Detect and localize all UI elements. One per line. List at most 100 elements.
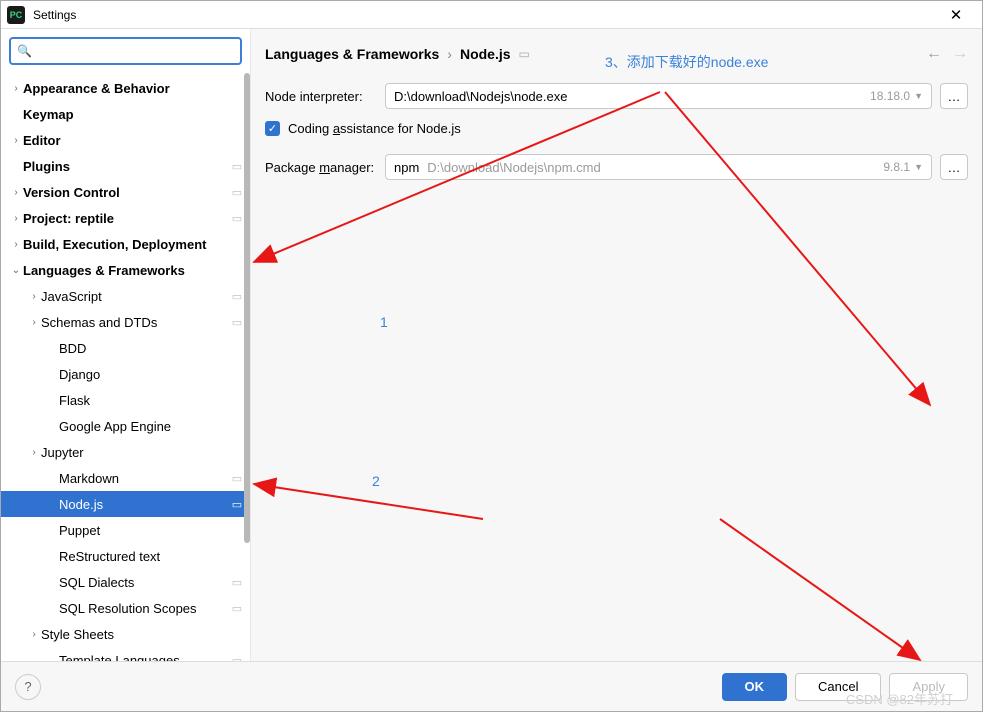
tree-item-label: Django bbox=[59, 367, 230, 382]
interpreter-field[interactable]: D:\download\Nodejs\node.exe 18.18.0 ▼ bbox=[385, 83, 932, 109]
tree-item-label: JavaScript bbox=[41, 289, 230, 304]
tree-item[interactable]: ›Jupyter bbox=[1, 439, 250, 465]
project-scope-icon: ▭ bbox=[230, 602, 244, 615]
footer: ? OK Cancel Apply bbox=[1, 661, 982, 711]
chevron-right-icon: › bbox=[27, 317, 41, 328]
chevron-down-icon[interactable]: ▼ bbox=[914, 162, 923, 172]
apply-button[interactable]: Apply bbox=[889, 673, 968, 701]
cancel-button[interactable]: Cancel bbox=[795, 673, 881, 701]
interpreter-value: D:\download\Nodejs\node.exe bbox=[394, 89, 870, 104]
tree-item[interactable]: ›Schemas and DTDs▭ bbox=[1, 309, 250, 335]
tree-item-label: Markdown bbox=[59, 471, 230, 486]
tree-item[interactable]: SQL Resolution Scopes▭ bbox=[1, 595, 250, 621]
tree-item-label: Node.js bbox=[59, 497, 230, 512]
tree-item-label: ReStructured text bbox=[59, 549, 230, 564]
scrollbar[interactable] bbox=[244, 73, 250, 543]
tree-item-label: Keymap bbox=[23, 107, 230, 122]
tree-item-label: Build, Execution, Deployment bbox=[23, 237, 230, 252]
tree-item[interactable]: ReStructured text bbox=[1, 543, 250, 569]
search-input-wrap[interactable]: 🔍 bbox=[9, 37, 242, 65]
manager-field[interactable]: npm D:\download\Nodejs\npm.cmd 9.8.1 ▼ bbox=[385, 154, 932, 180]
app-icon: PC bbox=[7, 6, 25, 24]
nav-forward-icon[interactable]: → bbox=[952, 45, 968, 63]
chevron-right-icon: › bbox=[27, 447, 41, 458]
tree-item-label: Editor bbox=[23, 133, 230, 148]
project-scope-icon: ▭ bbox=[230, 290, 244, 303]
search-input[interactable] bbox=[36, 44, 234, 59]
chevron-right-icon: › bbox=[9, 239, 23, 250]
chevron-right-icon: › bbox=[9, 83, 23, 94]
crumb-parent[interactable]: Languages & Frameworks bbox=[265, 46, 439, 62]
tree-item[interactable]: Flask bbox=[1, 387, 250, 413]
main-panel: Languages & Frameworks › Node.js ▭ ← → N… bbox=[251, 29, 982, 661]
chevron-right-icon: › bbox=[27, 629, 41, 640]
tree-item-label: Flask bbox=[59, 393, 230, 408]
tree-item-label: Version Control bbox=[23, 185, 230, 200]
tree-item[interactable]: ›Editor bbox=[1, 127, 250, 153]
tree-item[interactable]: SQL Dialects▭ bbox=[1, 569, 250, 595]
project-scope-icon: ▭ bbox=[230, 212, 244, 225]
manager-browse-button[interactable]: … bbox=[940, 154, 968, 180]
sidebar: 🔍 ›Appearance & BehaviorKeymap›EditorPlu… bbox=[1, 29, 251, 661]
tree-item[interactable]: Keymap bbox=[1, 101, 250, 127]
chevron-right-icon: › bbox=[9, 213, 23, 224]
tree-item-label: Jupyter bbox=[41, 445, 230, 460]
close-icon[interactable]: ✕ bbox=[936, 6, 976, 24]
chevron-right-icon: › bbox=[27, 291, 41, 302]
chevron-right-icon: › bbox=[9, 135, 23, 146]
tree-item[interactable]: ›Project: reptile▭ bbox=[1, 205, 250, 231]
tree-item[interactable]: ›Style Sheets bbox=[1, 621, 250, 647]
project-scope-icon: ▭ bbox=[519, 47, 530, 61]
project-scope-icon: ▭ bbox=[230, 186, 244, 199]
coding-assist-label[interactable]: Coding assistance for Node.js bbox=[288, 121, 461, 136]
manager-version: 9.8.1 bbox=[883, 160, 910, 174]
tree-item-label: SQL Resolution Scopes bbox=[59, 601, 230, 616]
breadcrumb: Languages & Frameworks › Node.js ▭ bbox=[265, 46, 530, 62]
tree-item[interactable]: Puppet bbox=[1, 517, 250, 543]
manager-path: D:\download\Nodejs\npm.cmd bbox=[427, 160, 600, 175]
project-scope-icon: ▭ bbox=[230, 472, 244, 485]
tree-item-label: Appearance & Behavior bbox=[23, 81, 230, 96]
project-scope-icon: ▭ bbox=[230, 654, 244, 662]
tree-item[interactable]: ⌄Languages & Frameworks bbox=[1, 257, 250, 283]
window-title: Settings bbox=[33, 8, 936, 22]
tree-item-label: Puppet bbox=[59, 523, 230, 538]
tree-item-label: Plugins bbox=[23, 159, 230, 174]
tree-item[interactable]: Django bbox=[1, 361, 250, 387]
tree-item[interactable]: ›Build, Execution, Deployment bbox=[1, 231, 250, 257]
tree-item[interactable]: Template Languages▭ bbox=[1, 647, 250, 661]
project-scope-icon: ▭ bbox=[230, 498, 244, 511]
manager-label: Package manager: bbox=[265, 160, 385, 175]
tree-item[interactable]: Google App Engine bbox=[1, 413, 250, 439]
chevron-right-icon: › bbox=[9, 187, 23, 198]
tree-item-label: Style Sheets bbox=[41, 627, 230, 642]
project-scope-icon: ▭ bbox=[230, 576, 244, 589]
tree-item-label: BDD bbox=[59, 341, 230, 356]
ok-button[interactable]: OK bbox=[722, 673, 788, 701]
interpreter-label: Node interpreter: bbox=[265, 89, 385, 104]
tree-item[interactable]: ›Version Control▭ bbox=[1, 179, 250, 205]
tree-item-label: Languages & Frameworks bbox=[23, 263, 230, 278]
tree-item[interactable]: Plugins▭ bbox=[1, 153, 250, 179]
settings-tree[interactable]: ›Appearance & BehaviorKeymap›EditorPlugi… bbox=[1, 73, 250, 661]
interpreter-browse-button[interactable]: … bbox=[940, 83, 968, 109]
tree-item-label: Template Languages bbox=[59, 653, 230, 662]
titlebar: PC Settings ✕ bbox=[1, 1, 982, 29]
help-button[interactable]: ? bbox=[15, 674, 41, 700]
body: 🔍 ›Appearance & BehaviorKeymap›EditorPlu… bbox=[1, 29, 982, 661]
tree-item-label: Google App Engine bbox=[59, 419, 230, 434]
crumb-current: Node.js bbox=[460, 46, 511, 62]
tree-item[interactable]: ›Appearance & Behavior bbox=[1, 75, 250, 101]
interpreter-version: 18.18.0 bbox=[870, 89, 910, 103]
chevron-down-icon[interactable]: ▼ bbox=[914, 91, 923, 101]
tree-item[interactable]: Node.js▭ bbox=[1, 491, 250, 517]
settings-window: PC Settings ✕ 🔍 ›Appearance & BehaviorKe… bbox=[0, 0, 983, 712]
chevron-down-icon: ⌄ bbox=[9, 265, 23, 276]
coding-assist-checkbox[interactable]: ✓ bbox=[265, 121, 280, 136]
tree-item[interactable]: Markdown▭ bbox=[1, 465, 250, 491]
chevron-right-icon: › bbox=[447, 46, 452, 62]
tree-item[interactable]: ›JavaScript▭ bbox=[1, 283, 250, 309]
tree-item[interactable]: BDD bbox=[1, 335, 250, 361]
project-scope-icon: ▭ bbox=[230, 316, 244, 329]
nav-back-icon[interactable]: ← bbox=[926, 45, 942, 63]
